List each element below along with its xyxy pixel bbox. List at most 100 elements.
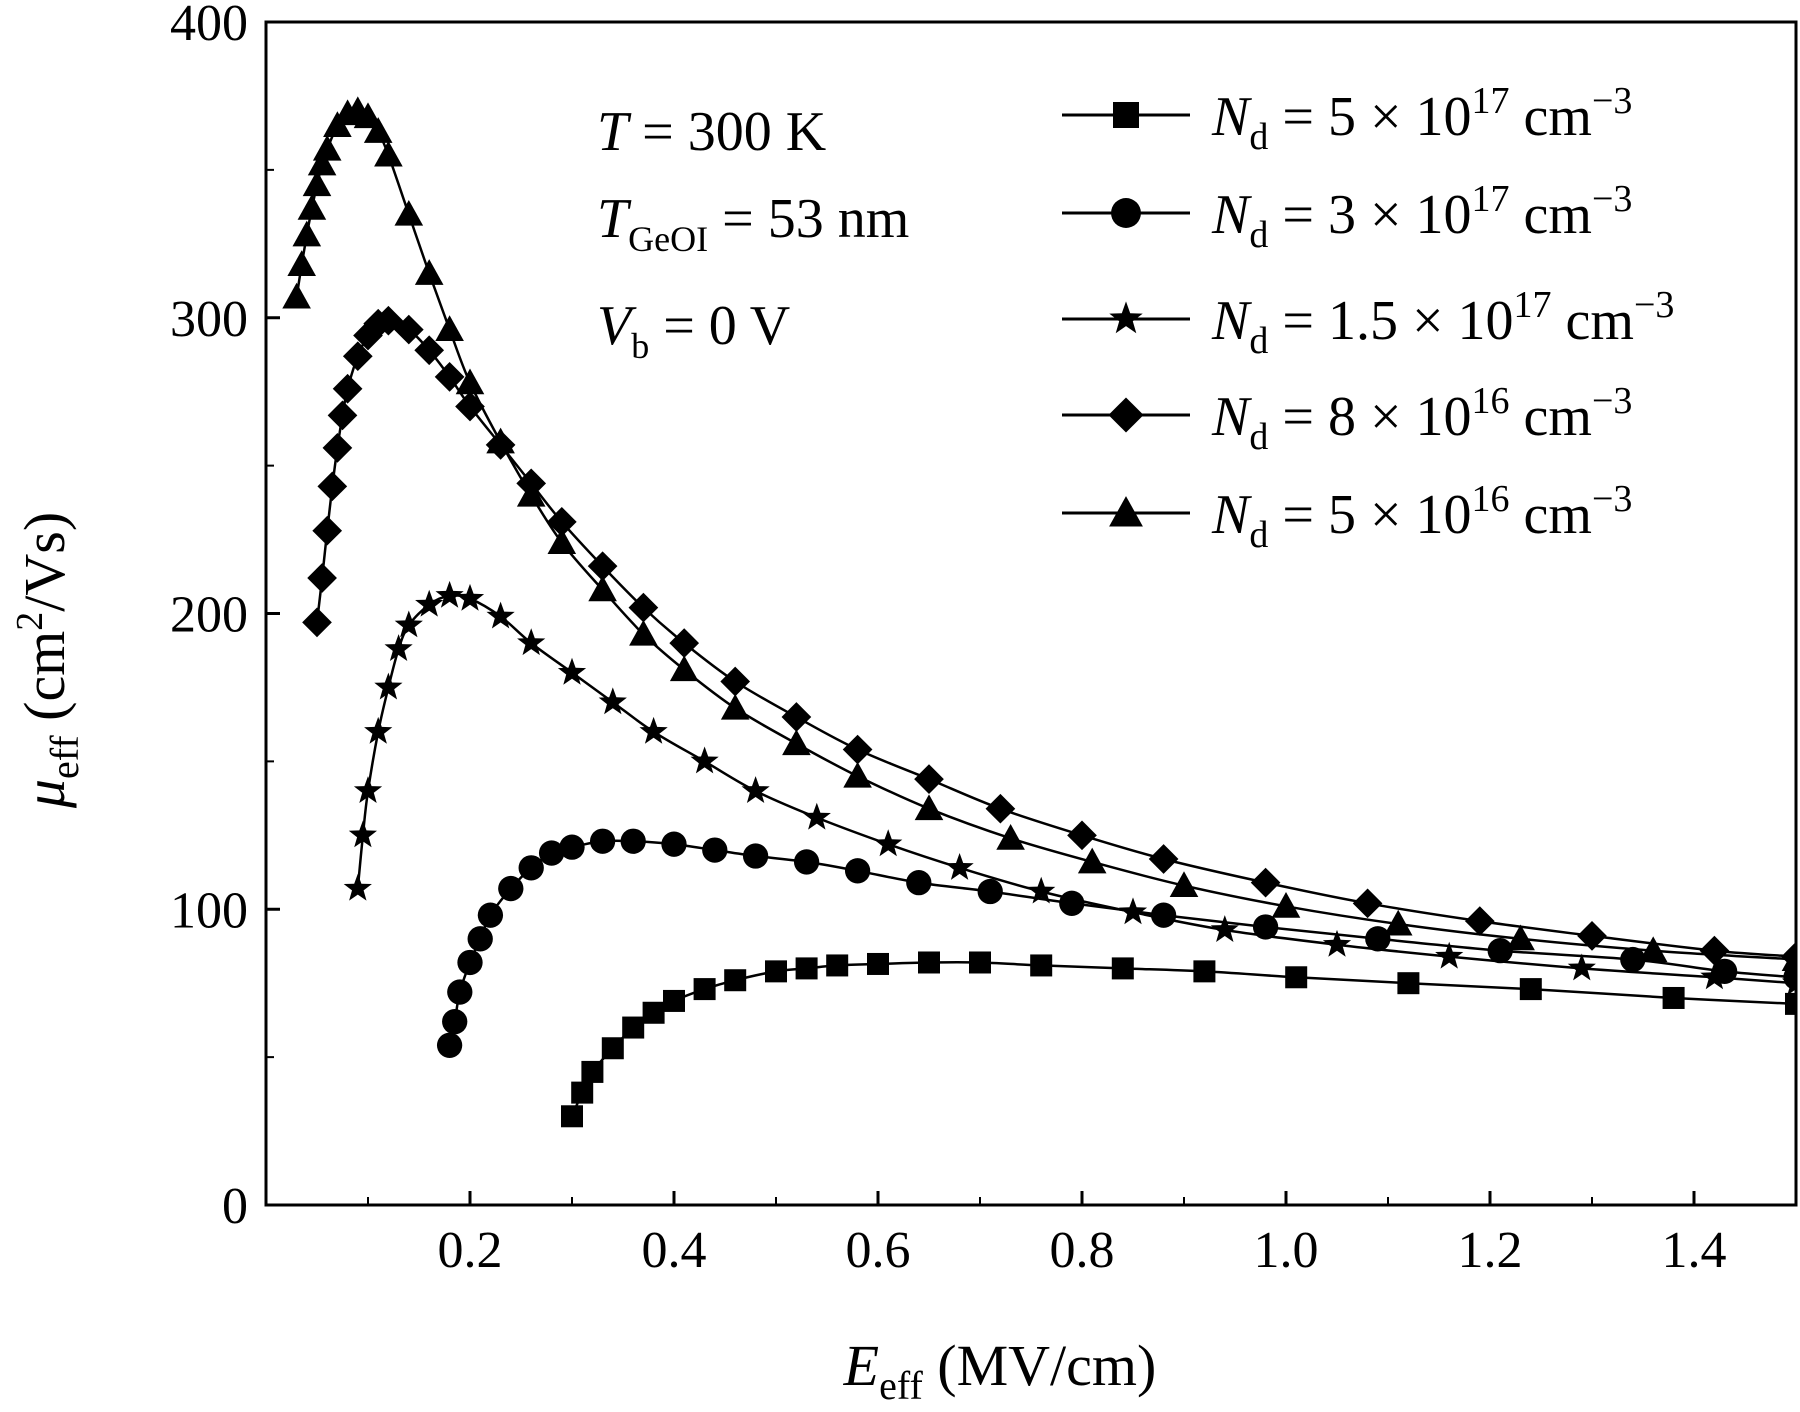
x-tick-label: 0.8 [1050,1222,1115,1279]
annotation-thickness: TGeOI = 53 nm [597,188,909,259]
data-point-triangle [363,117,393,143]
x-tick-label: 1.4 [1662,1222,1727,1279]
data-point-diamond [434,362,465,392]
data-point-star [557,657,587,685]
data-point-star [802,802,831,830]
data-point-star [1118,897,1148,925]
data-point-star [486,601,515,629]
data-point-triangle [414,259,444,285]
legend-entry: Nd = 3 × 1017 cm−3 [1062,178,1632,256]
data-point-circle [1111,198,1141,228]
data-point-square [581,1060,604,1083]
data-point-circle [442,1008,468,1035]
data-point-triangle [1781,945,1796,971]
x-tick-label: 0.4 [642,1222,707,1279]
series-1 [561,951,1796,1128]
legend-entry: Nd = 5 × 1016 cm−3 [1062,478,1632,556]
data-point-square [1285,966,1308,989]
data-point-star [455,583,485,611]
data-point-diamond [628,592,659,623]
data-point-triangle [1506,924,1535,951]
data-point-triangle [1383,909,1413,936]
data-point-square [601,1037,624,1060]
data-point-circle [538,840,565,866]
data-point-triangle [547,528,577,554]
y-tick-label: 300 [170,291,248,348]
data-point-circle [559,834,585,860]
data-point-diamond [1067,820,1097,851]
data-point-diamond [307,563,337,593]
data-point-diamond [720,666,751,697]
data-point-diamond [669,628,700,658]
data-point-circle [977,878,1003,905]
data-point-triangle [312,134,342,161]
annotation-bias: Vb = 0 V [597,295,790,366]
annotation-block: T = 300 K TGeOI = 53 nm Vb = 0 V [597,101,909,366]
data-point-star [348,820,377,848]
data-point-circle [1487,938,1513,964]
data-point-diamond [332,373,363,404]
data-point-square [867,952,889,975]
data-point-triangle [588,575,617,602]
data-point-diamond [317,471,348,502]
data-point-star [1027,876,1056,904]
data-point-triangle [292,220,322,247]
data-point-diamond [373,305,404,336]
data-point-circle [1620,946,1646,973]
data-point-triangle [629,619,658,646]
data-point-diamond [546,506,577,537]
data-point-square [1662,986,1685,1009]
data-point-triangle [307,149,337,176]
data-point-circle [447,979,473,1005]
data-point-diamond [985,793,1016,824]
data-point-circle [477,902,504,928]
data-point-square [663,989,685,1012]
series-line [356,594,1796,985]
data-point-square [765,960,787,983]
data-point-triangle [914,794,944,821]
data-point-triangle [1169,871,1199,898]
data-point-square [1111,957,1134,980]
data-point-star [1700,962,1729,990]
data-point-star [1781,968,1796,996]
legend: Nd = 5 × 1017 cm−3 Nd = 3 × 1017 cm−3 Nd… [1062,80,1674,556]
data-point-circle [457,949,483,976]
data-point-triangle [1638,936,1668,963]
data-point-star [1109,301,1143,334]
data-point-circle [498,875,524,902]
data-point-triangle [394,199,424,226]
legend-label: Nd = 1.5 × 1017 cm−3 [1211,284,1674,362]
data-point-star [945,853,974,880]
data-point-circle [1252,914,1279,940]
data-point-diamond [1108,397,1144,433]
data-point-square [1785,992,1796,1015]
legend-entry: Nd = 1.5 × 1017 cm−3 [1062,284,1674,362]
data-point-diamond [587,551,618,582]
data-point-circle [661,831,687,857]
data-point-circle [793,849,820,875]
legend-entry: Nd = 8 × 1016 cm−3 [1062,380,1632,458]
series-5 [282,96,1796,971]
data-point-square [724,969,747,992]
x-axis-title: Eeff (MV/cm) [843,1333,1157,1408]
data-point-diamond [327,400,358,431]
data-point-square [622,1016,645,1039]
axis-ticks: 0.2 0.4 0.6 0.8 1.0 1.2 1.4 0 100 200 300 400 [170,0,1797,1279]
data-point-square [826,954,849,977]
data-point-diamond [842,734,873,765]
data-point-circle [436,1032,463,1058]
series-layer [282,96,1796,1128]
data-point-triangle [782,729,811,756]
legend-label: Nd = 5 × 1017 cm−3 [1211,80,1632,158]
y-axis-title: μeff (cm2/Vs) [9,512,87,809]
x-tick-label: 1.0 [1254,1222,1319,1279]
series-2 [436,828,1796,1058]
data-point-triangle [843,761,872,788]
data-point-triangle [302,170,332,197]
data-point-star [435,580,464,608]
legend-label: Nd = 8 × 1016 cm−3 [1211,380,1632,458]
data-point-circle [702,837,728,863]
data-point-diamond [342,341,373,372]
data-point-square [969,951,991,974]
